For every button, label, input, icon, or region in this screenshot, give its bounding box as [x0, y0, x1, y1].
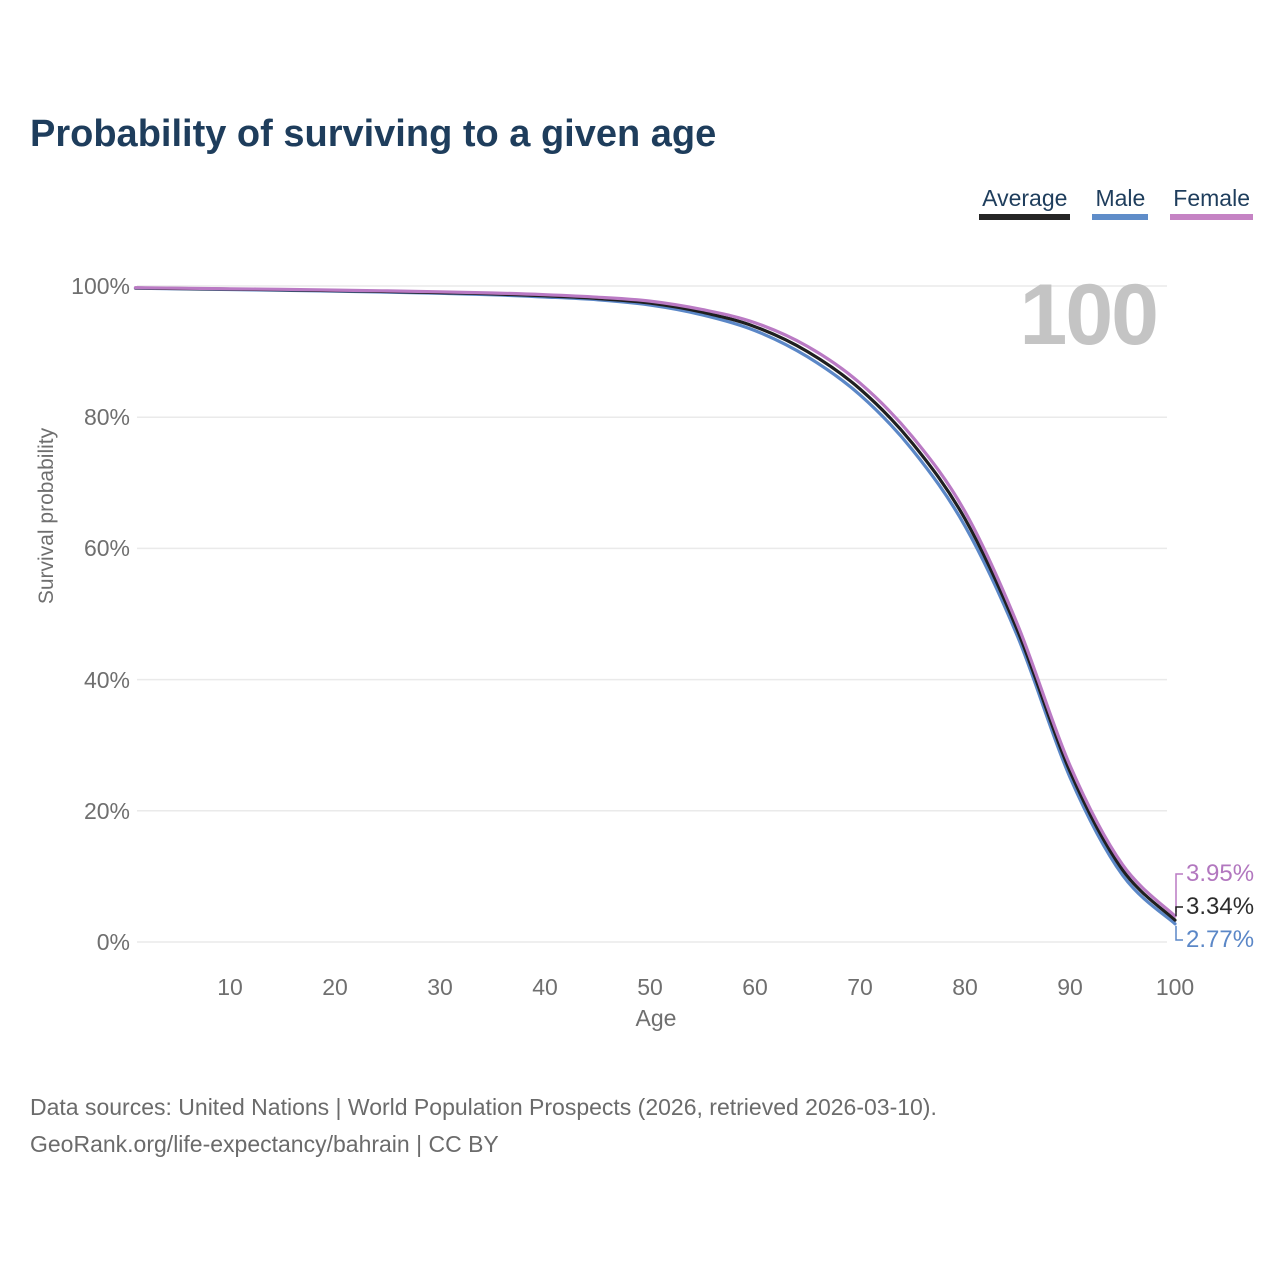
- legend-color-bar: [1170, 214, 1253, 220]
- legend-item-average[interactable]: Average: [979, 185, 1071, 220]
- end-label-female: 3.95%: [1186, 860, 1255, 887]
- x-tick-label-70: 70: [847, 974, 873, 1000]
- y-tick-label-0%: 0%: [96, 929, 130, 955]
- x-tick-label-10: 10: [217, 974, 243, 1000]
- series-line-male: [133, 286, 1177, 926]
- x-tick-label-80: 80: [952, 974, 978, 1000]
- end-label-connector-male: [1175, 925, 1183, 941]
- legend-item-label: Male: [1095, 185, 1146, 211]
- y-tick-label-60%: 60%: [83, 535, 130, 562]
- legend-item-female[interactable]: Female: [1170, 186, 1253, 220]
- series-line-average: [133, 286, 1177, 922]
- y-tick-label-80%: 80%: [83, 404, 130, 431]
- y-axis-title: Survival probability: [35, 427, 58, 605]
- x-tick-label-100: 100: [1155, 974, 1195, 1000]
- x-axis-title: Age: [635, 1005, 677, 1031]
- x-tick-label-40: 40: [532, 974, 558, 1000]
- x-tick-label-20: 20: [322, 974, 348, 1000]
- x-tick-label-50: 50: [637, 974, 663, 1000]
- end-label-average: 3.34%: [1186, 893, 1255, 920]
- legend-color-bar: [979, 214, 1071, 220]
- y-tick-label-20%: 20%: [83, 797, 130, 824]
- footer: Data sources: United Nations | World Pop…: [30, 1089, 937, 1163]
- legend-item-label: Female: [1173, 185, 1250, 211]
- y-tick-label-40%: 40%: [83, 666, 130, 693]
- end-label-connector-female: [1175, 873, 1183, 913]
- y-tick-label-100%: 100%: [71, 273, 130, 299]
- x-tick-label-30: 30: [427, 974, 453, 1000]
- legend-item-male[interactable]: Male: [1092, 185, 1149, 220]
- legend-color-bar: [1092, 214, 1149, 220]
- chart-watermark: 100: [1019, 267, 1159, 363]
- page-title: Probability of surviving to a given age: [30, 113, 717, 155]
- legend-item-label: Average: [982, 185, 1068, 211]
- footer-line-1: Data sources: United Nations | World Pop…: [30, 1094, 937, 1120]
- x-tick-label-90: 90: [1057, 974, 1083, 1000]
- end-label-connector-average: [1175, 906, 1183, 917]
- x-tick-label-60: 60: [742, 974, 768, 1000]
- series-line-female: [133, 286, 1177, 918]
- legend: Average Male Female: [979, 186, 1253, 220]
- footer-line-2: GeoRank.org/life-expectancy/bahrain | CC…: [30, 1131, 499, 1157]
- end-label-male: 2.77%: [1186, 926, 1255, 953]
